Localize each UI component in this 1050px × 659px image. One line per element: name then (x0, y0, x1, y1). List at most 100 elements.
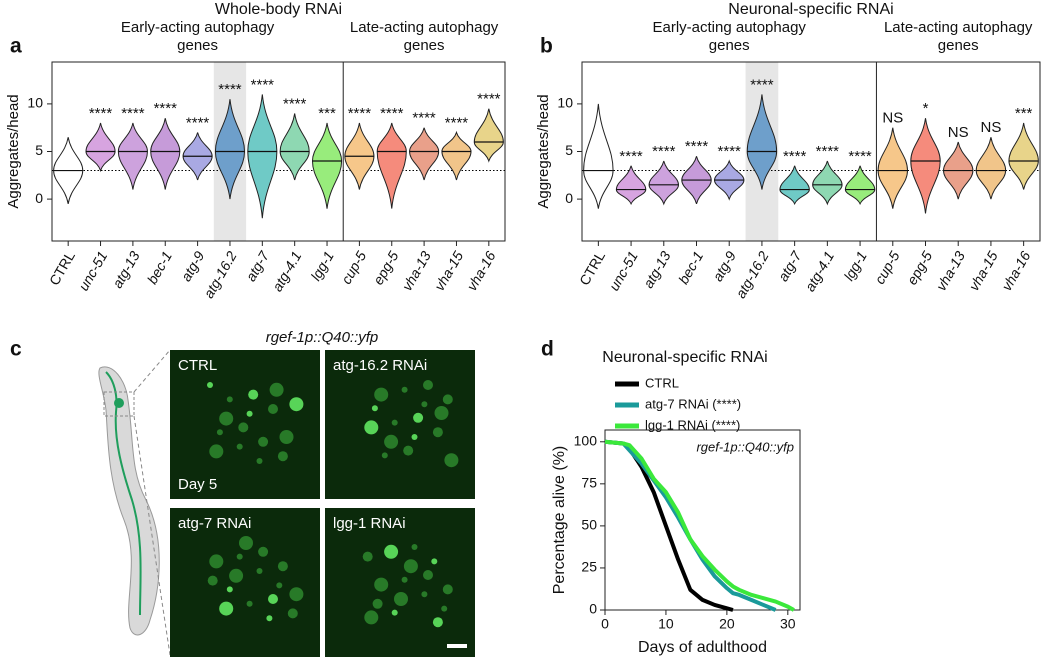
violin (615, 165, 647, 206)
significance-label: **** (685, 138, 709, 155)
y-tick-label: 100 (574, 432, 598, 448)
aggregate-blob (423, 380, 433, 390)
significance-label: NS (948, 124, 969, 141)
aggregate-blob (401, 576, 408, 583)
x-tick-label: vha-13 (933, 248, 968, 293)
violin (117, 122, 148, 190)
legend-label: atg-7 RNAi (****) (645, 396, 741, 411)
legend-label: lgg-1 RNAi (****) (645, 417, 740, 432)
aggregate-blob (246, 410, 253, 417)
survival-line (604, 439, 734, 612)
aggregate-blob (441, 605, 448, 612)
significance-label: **** (121, 105, 145, 122)
violin (214, 99, 246, 200)
violin (376, 122, 407, 209)
chart-title: Neuronal-specific RNAi (728, 1, 893, 18)
significance-label: **** (718, 143, 742, 160)
aggregate-blob (432, 617, 443, 628)
aggregate-blob (219, 601, 234, 616)
violin (975, 137, 1007, 200)
micrograph (170, 508, 320, 657)
violin (812, 160, 843, 206)
aggregate-blob (431, 558, 438, 565)
violin (910, 118, 941, 214)
aggregate-blob (248, 389, 259, 400)
x-tick-label: cup-5 (338, 248, 369, 287)
panel-title: rgef-1p::Q40::yfp (266, 329, 379, 346)
significance-label: **** (848, 148, 872, 165)
x-tick-label: atg-7 (775, 247, 805, 284)
significance-label: **** (783, 148, 807, 165)
aggregate-blob (268, 404, 278, 414)
aggregate-blob (258, 546, 269, 557)
y-axis-label: Aggregates/head (5, 94, 22, 208)
aggregate-blob (432, 427, 443, 438)
image-label: atg-16.2 RNAi (333, 357, 427, 374)
micrograph (325, 508, 475, 657)
panel-label: b (540, 35, 553, 58)
aggregate-blob (442, 394, 453, 405)
violin (441, 130, 472, 181)
violin (746, 94, 778, 190)
x-tick-label: atg-13 (109, 248, 143, 291)
aggregate-blob (411, 544, 418, 550)
survival-line (604, 439, 795, 612)
aggregate-blob (384, 544, 399, 559)
x-tick-label: atg-4.1 (802, 248, 838, 294)
significance-label: **** (186, 114, 210, 131)
violin (779, 165, 810, 206)
aggregate-blob (226, 586, 233, 593)
x-tick-label: vha-15 (431, 248, 466, 293)
aggregate-blob (374, 387, 389, 402)
aggregate-blob (421, 591, 428, 598)
aggregate-blob (209, 554, 224, 569)
aggregate-blob (413, 412, 424, 423)
x-axis-label: Days of adulthood (638, 639, 767, 656)
violin (648, 160, 680, 206)
aggregate-blob (258, 436, 269, 447)
x-tick-label: lgg-1 (307, 248, 336, 283)
image-label: lgg-1 RNAi (333, 515, 406, 532)
x-tick-label: atg-13 (640, 248, 674, 291)
y-axis-label: Aggregates/head (535, 94, 552, 208)
significance-label: **** (380, 105, 404, 122)
plot-frame (604, 429, 801, 611)
aggregate-blob (434, 406, 449, 420)
aggregate-blob (394, 592, 408, 606)
significance-label: **** (251, 76, 275, 93)
aggregate-blob (403, 445, 414, 456)
violin (844, 165, 876, 206)
panel-label: a (10, 35, 22, 58)
aggregate-blob (277, 451, 288, 462)
aggregate-blob (268, 594, 278, 604)
aggregate-blob (401, 386, 408, 393)
y-tick-label: 10 (557, 95, 573, 111)
significance-label: **** (218, 81, 242, 98)
aggregate-blob (391, 609, 398, 616)
x-tick-label: vha-16 (463, 248, 498, 293)
x-tick-label: bec-1 (675, 248, 706, 286)
aggregate-blob (276, 582, 283, 589)
panel-label: c (10, 338, 22, 361)
y-tick-label: 5 (565, 142, 573, 158)
aggregate-blob (229, 568, 244, 583)
significance-label: **** (445, 114, 469, 131)
x-tick-label: atg-4.1 (269, 248, 305, 294)
aggregate-blob (266, 615, 273, 622)
aggregate-blob (289, 587, 304, 602)
aggregate-blob (236, 443, 243, 450)
violin (279, 113, 310, 181)
aggregate-blob (364, 610, 379, 625)
y-tick-label: 0 (565, 190, 573, 206)
violin (247, 94, 278, 219)
x-tick-label: vha-13 (399, 248, 434, 293)
aggregate-blob (246, 600, 253, 607)
significance-label: NS (981, 119, 1002, 136)
x-tick-label: bec-1 (144, 248, 175, 286)
significance-label: **** (816, 143, 840, 160)
aggregate-blob (423, 570, 433, 580)
violin (311, 122, 343, 209)
chart-title: Neuronal-specific RNAi (602, 349, 767, 366)
legend-label: CTRL (645, 375, 679, 390)
aggregate-blob (219, 411, 234, 426)
